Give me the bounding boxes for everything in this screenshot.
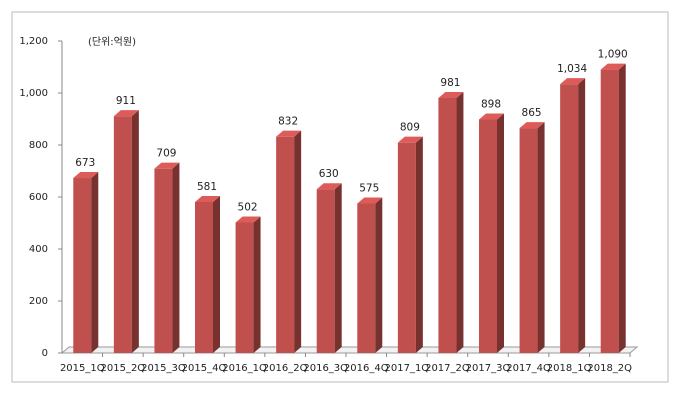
bar xyxy=(357,197,383,353)
value-label: 809 xyxy=(400,122,420,134)
bar xyxy=(397,136,423,353)
bar-front xyxy=(438,97,457,353)
x-tick-label: 2016_3Q xyxy=(303,363,348,374)
x-tick-label: 2015_4Q xyxy=(182,363,227,374)
bar-front xyxy=(357,203,376,353)
bar xyxy=(316,183,342,353)
value-label: 630 xyxy=(319,168,339,180)
value-label: 911 xyxy=(116,95,136,107)
bar-top xyxy=(316,183,342,190)
bar-side xyxy=(294,130,302,353)
bar-side xyxy=(131,110,139,353)
bar-front xyxy=(519,128,538,353)
x-tick-label: 2017_4Q xyxy=(506,363,551,374)
x-tick-label: 2016_2Q xyxy=(263,363,308,374)
bar xyxy=(235,216,261,353)
bar-front xyxy=(154,168,173,353)
bar-top xyxy=(276,130,302,137)
bar-top xyxy=(73,172,99,179)
bar-front xyxy=(600,69,619,353)
bar-front xyxy=(397,142,416,353)
bar-side xyxy=(578,78,586,353)
bar xyxy=(113,110,139,353)
value-label: 581 xyxy=(197,181,217,193)
value-label: 709 xyxy=(156,148,176,160)
bar-top xyxy=(479,113,504,120)
bar xyxy=(154,162,180,353)
bar-front xyxy=(316,189,335,353)
bar-top xyxy=(154,162,180,169)
bar xyxy=(195,195,220,353)
bar-side xyxy=(497,113,504,354)
y-tick-label: 400 xyxy=(29,244,48,255)
y-tick-label: 0 xyxy=(42,348,48,359)
x-tick-label: 2018_2Q xyxy=(587,363,632,374)
bar-front xyxy=(479,119,497,354)
bar-front xyxy=(276,136,295,353)
bar-top xyxy=(600,63,626,70)
y-tick-label: 1,200 xyxy=(19,36,48,47)
bar xyxy=(560,78,586,353)
x-tick-label: 2017_1Q xyxy=(385,363,430,374)
x-tick-label: 2015_2Q xyxy=(101,363,146,374)
bar-front xyxy=(113,116,132,353)
bar-side xyxy=(415,136,423,353)
bar-top xyxy=(438,91,464,98)
bar-side xyxy=(91,172,99,353)
bar-front xyxy=(235,222,254,353)
bar xyxy=(73,172,99,353)
bar-top xyxy=(113,110,139,117)
bar-top xyxy=(357,197,383,204)
bar-side xyxy=(618,63,626,353)
bar-front xyxy=(73,178,92,353)
x-tick-label: 2016_1Q xyxy=(222,363,267,374)
value-label: 898 xyxy=(481,99,501,111)
bar-top xyxy=(195,195,220,202)
value-label: 1,034 xyxy=(557,63,587,75)
bar-side xyxy=(213,195,220,353)
y-tick-label: 800 xyxy=(29,140,48,151)
bar xyxy=(438,91,464,353)
value-label: 832 xyxy=(278,116,298,128)
x-tick-label: 2017_3Q xyxy=(466,363,511,374)
bar-front xyxy=(195,201,213,353)
y-tick-label: 600 xyxy=(29,192,48,203)
x-tick-label: 2018_1Q xyxy=(547,363,592,374)
x-tick-label: 2015_3Q xyxy=(141,363,186,374)
floor xyxy=(60,346,639,354)
x-tick-label: 2016_4Q xyxy=(344,363,389,374)
value-label: 673 xyxy=(75,157,95,169)
bar-side xyxy=(456,91,464,353)
bar-side xyxy=(253,216,261,353)
bar-top xyxy=(519,122,545,129)
bar-top xyxy=(235,216,261,223)
bar-side xyxy=(172,162,180,353)
value-label: 575 xyxy=(359,183,379,195)
y-tick-label: 1,000 xyxy=(19,88,48,99)
value-label: 502 xyxy=(238,201,258,213)
bar-side xyxy=(334,183,342,353)
bar xyxy=(519,122,545,353)
bar-side xyxy=(375,197,383,353)
y-tick-label: 200 xyxy=(29,296,48,307)
bar-top xyxy=(397,136,423,143)
bar-side xyxy=(537,122,545,353)
value-label: 865 xyxy=(522,107,542,119)
unit-annotation: (단위:억원) xyxy=(88,35,136,48)
value-label: 1,090 xyxy=(598,49,628,61)
bar xyxy=(479,113,504,354)
x-tick-label: 2015_1Q xyxy=(60,363,105,374)
bar xyxy=(276,130,302,353)
bar-front xyxy=(560,84,579,353)
value-label: 981 xyxy=(440,77,460,89)
x-tick-label: 2017_2Q xyxy=(425,363,470,374)
bar-top xyxy=(560,78,586,85)
bar xyxy=(600,63,626,353)
